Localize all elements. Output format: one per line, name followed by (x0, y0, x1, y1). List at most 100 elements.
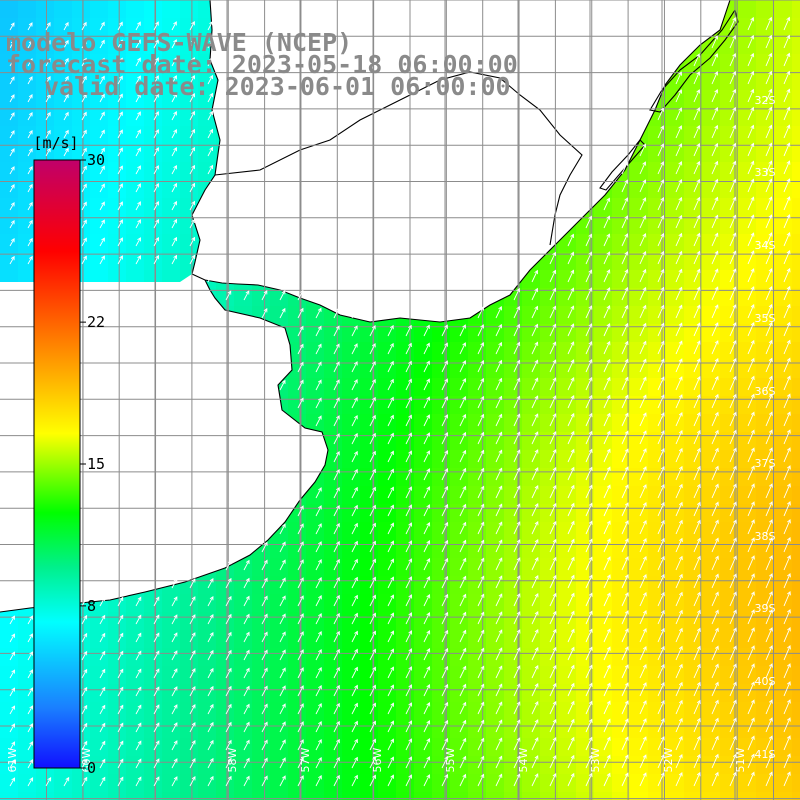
field-cell (684, 684, 703, 703)
field-cell (792, 0, 800, 19)
field-cell (90, 108, 109, 127)
field-cell (792, 234, 800, 253)
field-cell (738, 504, 757, 523)
field-cell (702, 432, 721, 451)
field-cell (738, 396, 757, 415)
wind-vector (729, 160, 737, 175)
wind-vector (675, 89, 683, 103)
field-cell (144, 684, 163, 703)
wind-vector (711, 106, 719, 121)
field-cell (288, 522, 307, 541)
wind-vector (639, 233, 647, 247)
field-cell (630, 252, 649, 271)
field-cell (792, 342, 800, 361)
field-cell (198, 702, 217, 721)
wind-vector (621, 251, 629, 265)
field-cell (360, 378, 379, 397)
field-cell (108, 0, 127, 19)
field-cell (90, 666, 109, 685)
field-cell (720, 612, 739, 631)
field-cell (756, 144, 775, 163)
field-cell (342, 450, 361, 469)
field-cell (630, 396, 649, 415)
field-cell (738, 684, 757, 703)
field-cell (126, 774, 145, 793)
wind-vector (153, 165, 159, 175)
field-cell (756, 684, 775, 703)
wind-vector (657, 197, 665, 211)
field-cell (306, 684, 325, 703)
field-cell (216, 774, 235, 793)
wind-vector (747, 142, 755, 157)
field-cell (378, 792, 397, 800)
wind-vector (657, 214, 665, 229)
field-cell (126, 612, 145, 631)
field-cell (144, 198, 163, 217)
field-cell (702, 162, 721, 181)
field-cell (630, 702, 649, 721)
field-cell (630, 666, 649, 685)
field-cell (702, 180, 721, 199)
field-cell (738, 576, 757, 595)
field-cell (702, 396, 721, 415)
field-cell (792, 180, 800, 199)
field-cell (738, 666, 757, 685)
field-cell (720, 324, 739, 343)
field-cell (756, 774, 775, 793)
wind-vector (747, 106, 755, 121)
field-cell (738, 18, 757, 37)
wind-vector (45, 129, 51, 139)
field-cell (720, 90, 739, 109)
field-cell (792, 396, 800, 415)
wind-vector (657, 107, 665, 121)
field-cell (756, 72, 775, 91)
longitude-label: 56W (371, 747, 384, 772)
field-cell (756, 666, 775, 685)
wind-vector (99, 237, 105, 247)
wind-vector (9, 112, 15, 121)
latitude-label: 36S (755, 385, 776, 398)
field-cell (306, 306, 325, 325)
field-cell (720, 774, 739, 793)
field-cell (288, 306, 307, 325)
field-cell (180, 0, 199, 19)
field-cell (180, 144, 199, 163)
field-cell (702, 198, 721, 217)
wind-vector (729, 17, 737, 31)
field-cell (162, 0, 181, 19)
field-cell (738, 90, 757, 109)
wind-vector (99, 219, 105, 229)
field-cell (720, 18, 739, 37)
field-cell (270, 576, 289, 595)
field-cell (648, 702, 667, 721)
field-cell (594, 684, 613, 703)
wind-vector (135, 201, 141, 211)
field-cell (738, 306, 757, 325)
field-cell (162, 216, 181, 235)
field-cell (702, 342, 721, 361)
field-cell (756, 738, 775, 757)
wind-vector (657, 125, 665, 139)
field-cell (648, 630, 667, 649)
field-cell (720, 414, 739, 433)
field-cell (756, 432, 775, 451)
field-cell (684, 558, 703, 577)
wind-vector (729, 106, 737, 121)
wind-vector (153, 129, 159, 139)
wind-vector (657, 179, 665, 193)
wind-vector (711, 53, 719, 67)
wind-vector (171, 39, 177, 49)
field-cell (792, 36, 800, 55)
field-cell (756, 126, 775, 145)
field-cell (0, 234, 19, 253)
field-cell (720, 522, 739, 541)
field-cell (36, 0, 55, 19)
wind-vector (135, 255, 141, 265)
wind-vector (729, 70, 737, 85)
field-cell (108, 720, 127, 739)
colorbar-tick-label: 30 (87, 151, 105, 169)
field-cell (630, 792, 649, 800)
wind-vector (171, 218, 177, 229)
field-cell (108, 252, 127, 271)
wind-vector (765, 196, 773, 211)
